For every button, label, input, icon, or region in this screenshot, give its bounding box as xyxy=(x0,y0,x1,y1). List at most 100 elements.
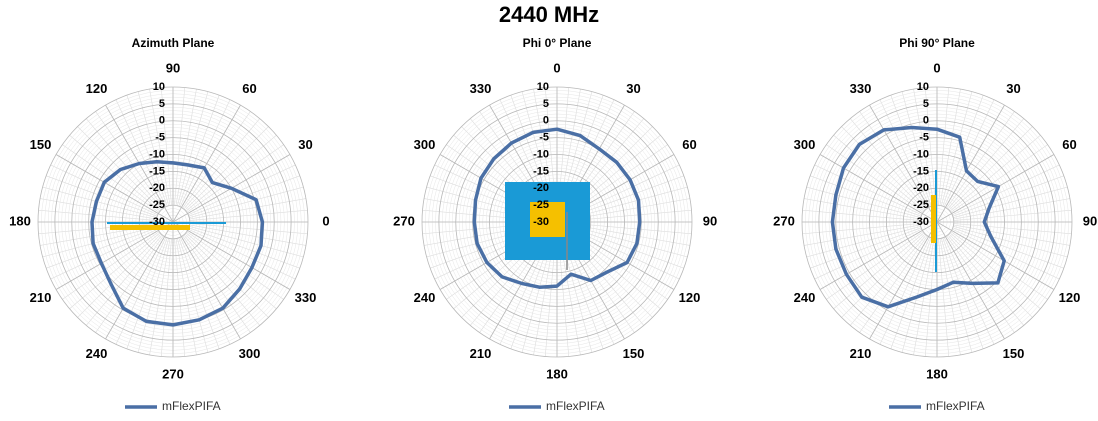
minor-spoke xyxy=(185,134,277,212)
minor-spoke xyxy=(85,118,163,210)
r-tick-label: -25 xyxy=(913,199,929,211)
minor-spoke xyxy=(924,238,936,357)
minor-spoke xyxy=(826,144,924,213)
minor-spoke xyxy=(879,99,931,208)
minor-spoke xyxy=(942,237,984,349)
minor-spoke xyxy=(176,91,209,207)
grid-spoke xyxy=(105,221,174,340)
minor-spoke xyxy=(182,235,251,333)
legend-label: mFlexPIFA xyxy=(926,399,985,413)
minor-spoke xyxy=(950,144,1048,213)
legend-label: mFlexPIFA xyxy=(546,399,605,413)
polar-plot: Phi 0° Plane 0 30 60 90 120 150 180 210 240 270 300… xyxy=(393,36,717,413)
minor-spoke xyxy=(178,95,220,207)
page-title: 2440 MHz xyxy=(499,2,599,27)
minor-spoke xyxy=(879,236,931,345)
minor-spoke xyxy=(137,91,170,207)
minor-spoke xyxy=(188,198,307,220)
r-tick-label: -20 xyxy=(533,182,549,194)
grid-spoke xyxy=(172,221,291,290)
minor-spoke xyxy=(948,126,1033,211)
legend-label: mFlexPIFA xyxy=(162,399,221,413)
minor-spoke xyxy=(803,224,922,246)
r-tick-label: -10 xyxy=(533,148,549,160)
antenna-element xyxy=(931,195,936,243)
r-tick-label: 5 xyxy=(543,98,549,110)
angle-label: 150 xyxy=(623,346,645,361)
angle-label: 300 xyxy=(239,346,261,361)
r-tick-label: 0 xyxy=(543,115,549,127)
minor-spoke xyxy=(126,237,168,349)
minor-spoke xyxy=(62,231,160,300)
angle-label: 300 xyxy=(794,137,816,152)
minor-spoke xyxy=(859,235,928,333)
grid-spoke xyxy=(55,154,174,223)
minor-spoke xyxy=(948,233,1033,318)
r-tick-label: -20 xyxy=(149,182,165,194)
minor-spoke xyxy=(841,233,926,318)
minor-spoke xyxy=(938,238,950,357)
minor-spoke xyxy=(814,164,923,216)
minor-spoke xyxy=(50,164,159,216)
angle-label: 330 xyxy=(470,81,492,96)
angle-label: 0 xyxy=(553,60,560,75)
minor-spoke xyxy=(77,233,162,318)
minor-spoke xyxy=(943,99,995,208)
minor-spoke xyxy=(189,209,308,221)
r-tick-label: -30 xyxy=(913,216,929,228)
grid-spoke xyxy=(55,221,174,290)
angle-label: 300 xyxy=(414,137,436,152)
minor-spoke xyxy=(943,236,995,345)
pattern-line xyxy=(472,127,642,289)
minor-spoke xyxy=(572,186,688,219)
r-tick-label: -30 xyxy=(149,216,165,228)
minor-spoke xyxy=(149,88,171,207)
angle-label: 330 xyxy=(850,81,872,96)
angle-label: 150 xyxy=(1003,346,1025,361)
minor-spoke xyxy=(913,88,935,207)
angle-label: 180 xyxy=(926,366,948,381)
angle-label: 210 xyxy=(30,290,52,305)
polar-plot: Azimuth Plane 0 30 60 90 120 150 180 210 240 270 30… xyxy=(9,36,329,413)
minor-spoke xyxy=(176,237,209,353)
minor-spoke xyxy=(951,164,1060,216)
angle-label: 90 xyxy=(166,60,180,75)
minor-spoke xyxy=(572,225,688,258)
minor-spoke xyxy=(186,231,284,300)
minor-spoke xyxy=(953,223,1072,235)
r-tick-label: 0 xyxy=(159,115,165,127)
grid-spoke xyxy=(819,221,938,290)
plot-title: Phi 0° Plane xyxy=(523,36,592,50)
minor-spoke xyxy=(841,126,926,211)
minor-spoke xyxy=(174,238,186,357)
minor-spoke xyxy=(189,223,308,235)
angle-label: 30 xyxy=(298,137,312,152)
grid-spoke xyxy=(819,154,938,223)
minor-spoke xyxy=(890,95,932,207)
minor-spoke xyxy=(952,175,1064,217)
angle-label: 330 xyxy=(295,290,317,305)
r-tick-label: -25 xyxy=(533,199,549,211)
minor-spoke xyxy=(185,232,277,310)
minor-spoke xyxy=(901,91,934,207)
minor-spoke xyxy=(115,236,167,345)
minor-spoke xyxy=(806,225,922,258)
angle-label: 180 xyxy=(546,366,568,381)
angle-label: 60 xyxy=(682,137,696,152)
minor-spoke xyxy=(572,175,684,217)
angle-label: 120 xyxy=(1059,290,1081,305)
minor-spoke xyxy=(46,175,158,217)
angle-label: 270 xyxy=(393,213,415,228)
angle-label: 0 xyxy=(322,213,329,228)
minor-spoke xyxy=(179,99,231,208)
minor-spoke xyxy=(149,237,171,356)
minor-spoke xyxy=(126,95,168,207)
angle-label: 240 xyxy=(86,346,108,361)
r-tick-label: -15 xyxy=(149,165,165,177)
angle-label: 210 xyxy=(470,346,492,361)
minor-spoke xyxy=(803,198,922,220)
minor-spoke xyxy=(184,233,269,318)
minor-spoke xyxy=(137,237,170,353)
minor-spoke xyxy=(806,186,922,219)
angle-label: 120 xyxy=(86,81,108,96)
